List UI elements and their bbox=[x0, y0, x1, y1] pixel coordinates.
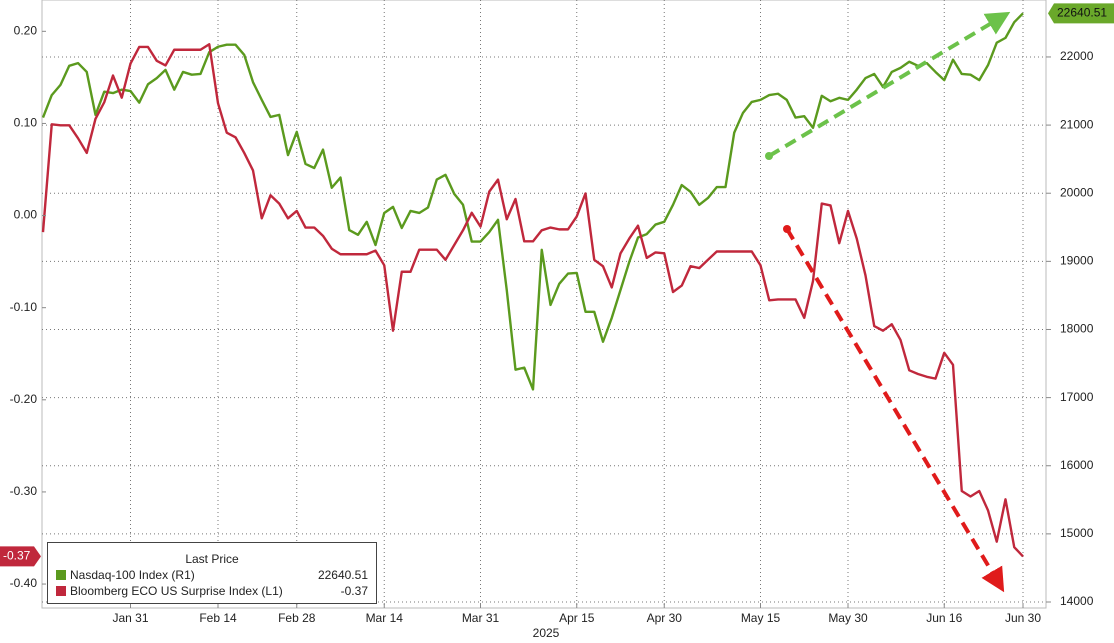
y-tick-label: 0.00 bbox=[14, 208, 38, 222]
trend-arrow-start bbox=[765, 152, 773, 160]
x-tick-label: Jun 16 bbox=[926, 611, 962, 625]
y-tick-label: -0.10 bbox=[10, 300, 38, 314]
series-line bbox=[41, 43, 1024, 558]
x-tick-label: Feb 14 bbox=[199, 611, 237, 625]
trend-arrow bbox=[785, 227, 1005, 593]
y-tick-label: -0.40 bbox=[10, 576, 38, 590]
legend-value: -0.37 bbox=[340, 584, 368, 598]
x-axis-label: 2025 bbox=[533, 626, 560, 640]
legend-label: Bloomberg ECO US Surprise Index (L1) bbox=[70, 584, 283, 598]
x-tick-label: Apr 15 bbox=[559, 611, 595, 625]
last-value-badge bbox=[1048, 3, 1114, 24]
plot-area bbox=[41, 0, 1047, 609]
y-tick-label: -0.30 bbox=[10, 484, 38, 498]
y2-tick-label: 21000 bbox=[1060, 117, 1094, 131]
y2-tick-label: 15000 bbox=[1060, 526, 1094, 540]
y2-tick-label: 18000 bbox=[1060, 322, 1094, 336]
x-tick-label: Mar 31 bbox=[462, 611, 500, 625]
legend-value: 22640.51 bbox=[317, 568, 368, 582]
y-tick-label: -0.20 bbox=[10, 392, 38, 406]
x-tick-label: Jan 31 bbox=[112, 611, 148, 625]
x-tick-label: Mar 14 bbox=[366, 611, 404, 625]
y2-tick-label: 22000 bbox=[1060, 49, 1094, 63]
x-tick-label: May 15 bbox=[741, 611, 781, 625]
x-tick-label: May 30 bbox=[828, 611, 868, 625]
y2-tick-label: 19000 bbox=[1060, 254, 1094, 268]
last-value-badge bbox=[0, 546, 41, 567]
trend-arrow-start bbox=[783, 225, 791, 233]
y-tick-label: 0.10 bbox=[14, 116, 38, 130]
lines bbox=[41, 12, 1024, 558]
y2-tick-label: 17000 bbox=[1060, 390, 1094, 404]
trend-arrow bbox=[767, 11, 1011, 158]
x-tick-label: Apr 30 bbox=[647, 611, 683, 625]
y2-tick-label: 16000 bbox=[1060, 458, 1094, 472]
x-tick-label: Feb 28 bbox=[278, 611, 316, 625]
last-value-label: 22640.51 bbox=[1057, 5, 1107, 19]
legend-entry: Nasdaq-100 Index (R1) 22640.51 bbox=[56, 567, 368, 583]
y-tick-label: 0.20 bbox=[14, 23, 38, 37]
legend-entry: Bloomberg ECO US Surprise Index (L1) -0.… bbox=[56, 583, 368, 599]
legend-title: Last Price bbox=[185, 552, 239, 566]
legend: Last Price Nasdaq-100 Index (R1) 22640.5… bbox=[47, 542, 377, 604]
legend-swatch bbox=[56, 586, 66, 596]
legend-label: Nasdaq-100 Index (R1) bbox=[70, 568, 195, 582]
legend-swatch bbox=[56, 570, 66, 580]
y2-tick-label: 14000 bbox=[1060, 594, 1094, 608]
y2-tick-label: 20000 bbox=[1060, 185, 1094, 199]
series-line bbox=[41, 12, 1024, 391]
x-tick-label: Jun 30 bbox=[1005, 611, 1041, 625]
last-value-label: -0.37 bbox=[3, 549, 31, 563]
